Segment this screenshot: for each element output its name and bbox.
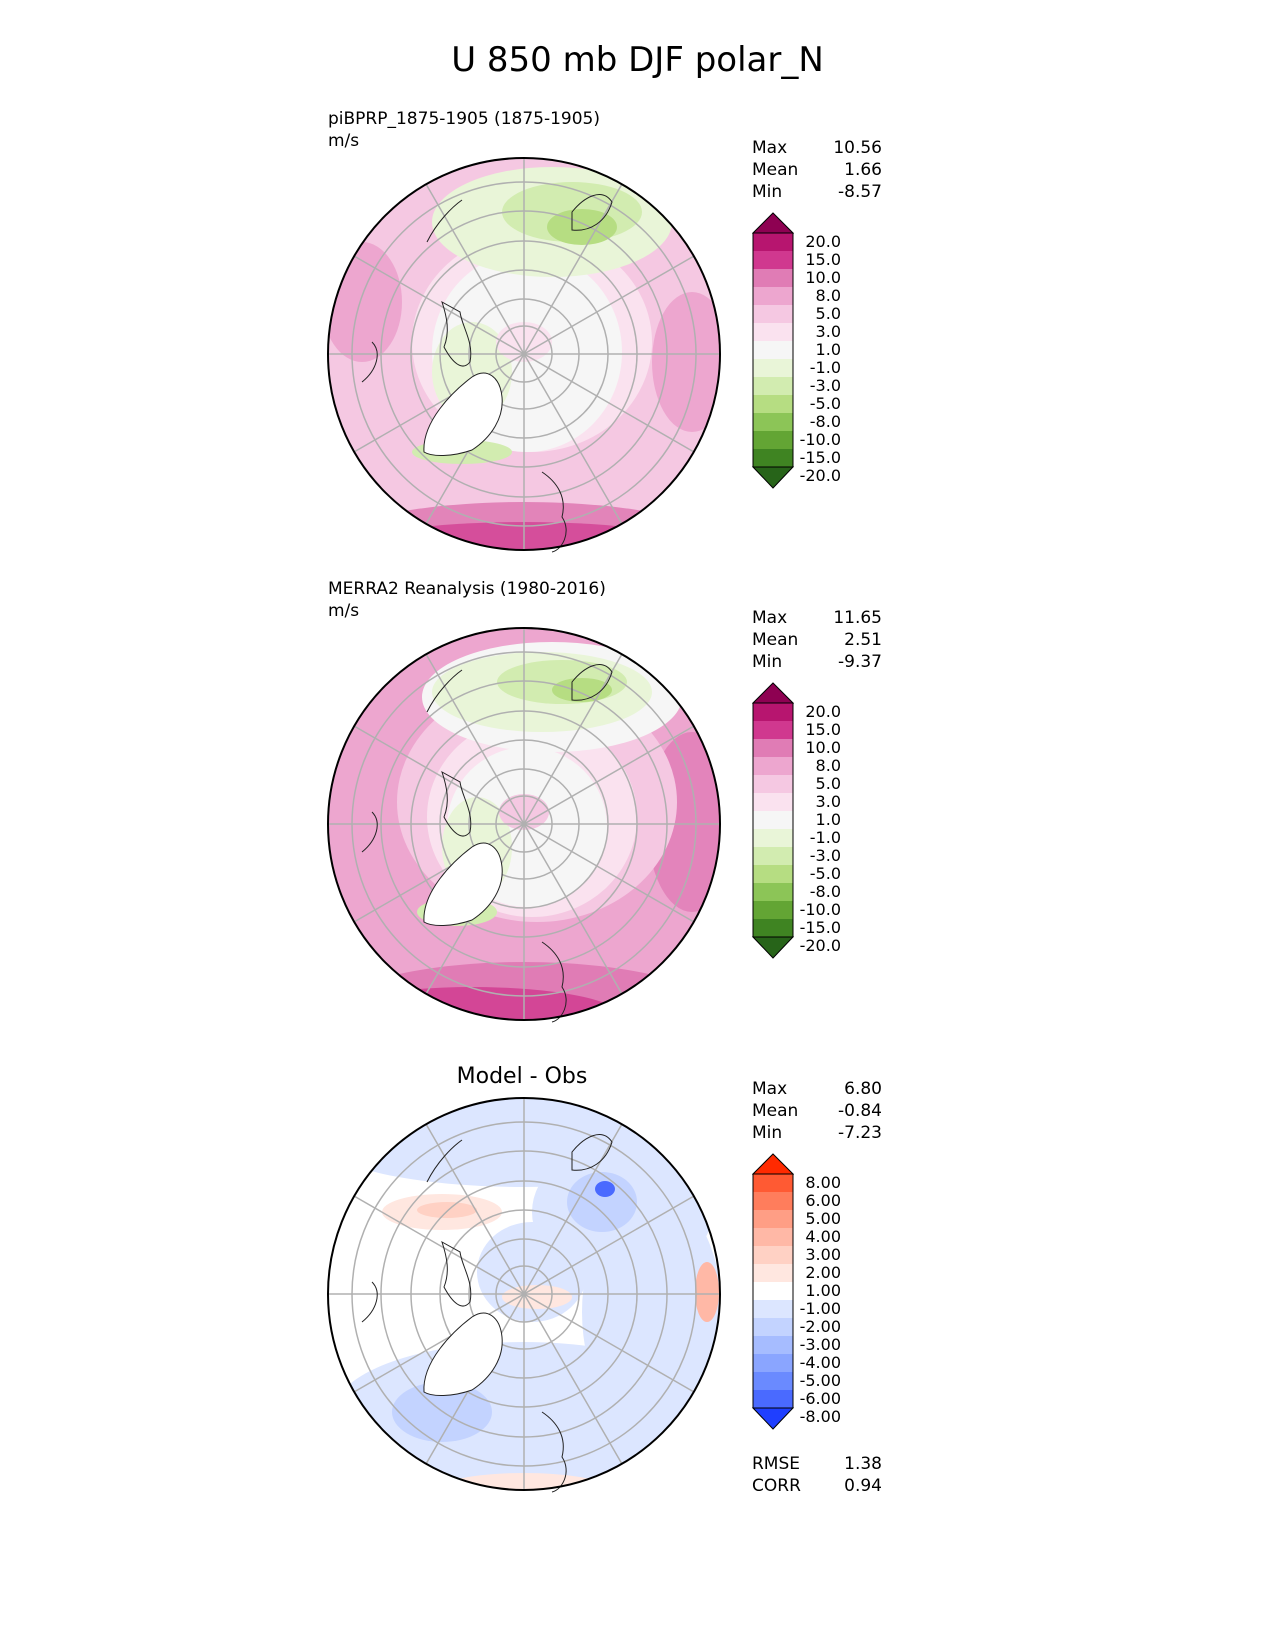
colorbar-swatch <box>753 449 793 467</box>
panel-2-graticule <box>328 628 720 1020</box>
panel-3-stat-mean: Mean -0.84 <box>752 1101 882 1121</box>
colorbar-swatch <box>753 1174 793 1192</box>
panel-1-graticule <box>328 158 720 550</box>
panel-2-boundary <box>327 627 721 1021</box>
colorbar-extension-max <box>752 1153 794 1175</box>
panel-1-title: piBPRP_1875-1905 (1875-1905) <box>328 109 600 129</box>
colorbar-swatch <box>753 377 793 395</box>
colorbar-swatch <box>753 1246 793 1264</box>
colorbar-swatch <box>753 1228 793 1246</box>
panel-3-boundary <box>327 1097 721 1491</box>
panel-3-stats: Max 6.80 Mean -0.84 Min -7.23 <box>752 1078 882 1144</box>
colorbar-frame <box>752 232 794 468</box>
panel-3-title: Model - Obs <box>456 1064 588 1089</box>
colorbar-swatch <box>753 793 793 811</box>
colorbar-swatch <box>753 1372 793 1390</box>
colorbar-swatch <box>753 359 793 377</box>
colorbar-swatch <box>753 1282 793 1300</box>
colorbar-swatch <box>753 341 793 359</box>
panel-1-map <box>327 157 721 553</box>
colorbar-swatch <box>753 865 793 883</box>
panel-2-units: m/s <box>328 601 360 621</box>
panel-2-stat-mean: Mean 2.51 <box>752 630 882 650</box>
colorbar-swatch <box>753 269 793 287</box>
panel-1-stat-min: Min -8.57 <box>752 182 882 202</box>
panel-3-colorbar-labels: 8.00 6.00 5.00 4.00 3.00 2.00 1.00 -1.00 -2.… <box>799 1173 841 1426</box>
panel-2-header: MERRA2 Reanalysis (1980-2016) m/s <box>328 578 606 622</box>
colorbar-swatch <box>753 703 793 721</box>
panel-2-map <box>327 627 721 1023</box>
colorbar-extension-min <box>752 936 794 959</box>
panel-2-stat-min: Min -9.37 <box>752 652 882 672</box>
colorbar-swatch <box>753 413 793 431</box>
panel-1-colorbar-labels: 20.0 15.0 10.0 8.0 5.0 3.0 1.0 -1.0 -3.0 -5.0… <box>799 232 841 485</box>
panel-3-colorbar-swatches <box>752 1153 794 1430</box>
colorbar-swatch <box>753 1354 793 1372</box>
colorbar-frame <box>752 702 794 938</box>
panel-1-stat-mean: Mean 1.66 <box>752 160 882 180</box>
panel-2-colorbar <box>752 682 794 964</box>
panel-3-stat-max: Max 6.80 <box>752 1079 882 1099</box>
panel-1-stat-max: Max 10.56 <box>752 138 882 158</box>
colorbar-swatch <box>753 847 793 865</box>
panel-2-stats: Max 11.65 Mean 2.51 Min -9.37 <box>752 607 882 673</box>
figure-title: U 850 mb DJF polar_N <box>451 40 824 80</box>
colorbar-swatch <box>753 323 793 341</box>
colorbar-swatch <box>753 883 793 901</box>
colorbar-swatch <box>753 757 793 775</box>
colorbar-swatch <box>753 305 793 323</box>
panel-3-coastlines <box>361 1134 613 1493</box>
colorbar-swatch <box>753 395 793 413</box>
panel-2-colorbar-swatches <box>752 682 794 959</box>
colorbar-extension-min <box>752 466 794 489</box>
colorbar-swatch <box>753 1336 793 1354</box>
panel-1-colorbar <box>752 212 794 494</box>
colorbar-swatch <box>753 829 793 847</box>
panel-1-colorbar-swatches <box>752 212 794 489</box>
panel-2-stat-max: Max 11.65 <box>752 608 882 628</box>
colorbar-swatch <box>753 901 793 919</box>
panel-1-boundary <box>327 157 721 551</box>
panel-3-stat-min: Min -7.23 <box>752 1123 882 1143</box>
panel-3-footer-stats: RMSE 1.38 CORR 0.94 <box>752 1453 882 1497</box>
colorbar-swatch <box>753 721 793 739</box>
panel-1-units: m/s <box>328 131 360 151</box>
colorbar-swatch <box>753 1264 793 1282</box>
colorbar-swatch <box>753 1210 793 1228</box>
panel-2-colorbar-labels: 20.0 15.0 10.0 8.0 5.0 3.0 1.0 -1.0 -3.0 -5.0… <box>799 702 841 955</box>
panel-3-rmse: RMSE 1.38 <box>752 1454 882 1474</box>
colorbar-swatch <box>753 919 793 937</box>
panel-2-title: MERRA2 Reanalysis (1980-2016) <box>328 579 606 599</box>
colorbar-extension-max <box>752 682 794 704</box>
colorbar-swatch <box>753 431 793 449</box>
panel-3-map <box>327 1097 721 1493</box>
panel-3-graticule <box>328 1098 720 1490</box>
colorbar-frame <box>752 1173 794 1409</box>
panel-1-stats: Max 10.56 Mean 1.66 Min -8.57 <box>752 137 882 203</box>
colorbar-extension-max <box>752 212 794 234</box>
colorbar-swatch <box>753 775 793 793</box>
panel-1-header: piBPRP_1875-1905 (1875-1905) m/s <box>328 108 600 152</box>
colorbar-swatch <box>753 251 793 269</box>
colorbar-swatch <box>753 1300 793 1318</box>
colorbar-swatch <box>753 739 793 757</box>
colorbar-swatch <box>753 1390 793 1408</box>
colorbar-extension-min <box>752 1407 794 1430</box>
colorbar-swatch <box>753 1192 793 1210</box>
colorbar-swatch <box>753 811 793 829</box>
colorbar-swatch <box>753 233 793 251</box>
panel-3-colorbar <box>752 1153 794 1435</box>
colorbar-swatch <box>753 1318 793 1336</box>
panel-3-corr: CORR 0.94 <box>752 1476 882 1496</box>
colorbar-swatch <box>753 287 793 305</box>
